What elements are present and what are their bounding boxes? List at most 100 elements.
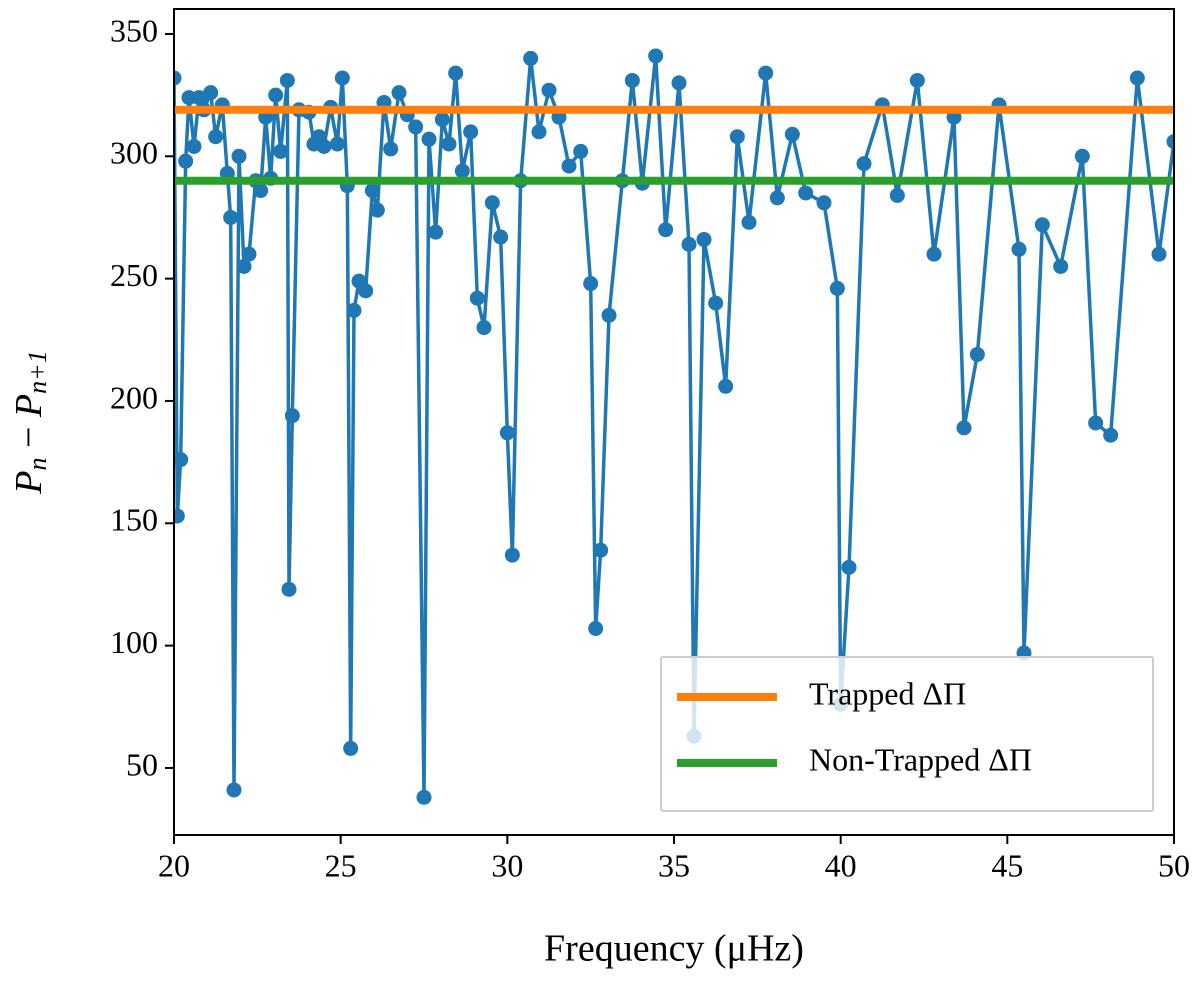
data-point xyxy=(268,87,284,103)
data-point xyxy=(593,542,609,558)
data-point xyxy=(658,222,674,238)
data-point xyxy=(316,139,332,155)
data-point xyxy=(441,136,457,152)
data-point xyxy=(364,183,380,199)
data-point xyxy=(1011,241,1027,257)
x-tick-label: 25 xyxy=(325,847,357,883)
data-point xyxy=(329,136,345,152)
data-point xyxy=(969,346,985,362)
data-point xyxy=(174,452,189,468)
x-tick-label: 50 xyxy=(1158,847,1190,883)
data-point xyxy=(174,70,182,86)
y-tick-label: 150 xyxy=(110,502,158,538)
data-point xyxy=(681,236,697,252)
data-point xyxy=(253,183,269,199)
x-tick-label: 20 xyxy=(158,847,190,883)
y-tick-label: 300 xyxy=(110,135,158,171)
data-point xyxy=(926,246,942,262)
data-point xyxy=(454,163,470,179)
data-point xyxy=(226,782,242,798)
y-tick-label: 250 xyxy=(110,257,158,293)
data-point xyxy=(408,119,424,135)
data-point xyxy=(186,139,202,155)
y-label-part: n xyxy=(23,457,52,470)
x-tick-label: 40 xyxy=(825,847,857,883)
data-point xyxy=(191,90,207,106)
data-point xyxy=(696,231,712,247)
data-point xyxy=(1053,258,1069,274)
y-label-part: P xyxy=(8,394,50,418)
y-axis-label: Pn − Pn+1 xyxy=(8,350,52,494)
data-point xyxy=(573,143,589,159)
data-point xyxy=(671,75,687,91)
data-point xyxy=(784,126,800,142)
y-tick-label: 350 xyxy=(110,12,158,48)
data-point xyxy=(648,48,664,64)
y-label-part: n+1 xyxy=(23,350,52,394)
data-point xyxy=(1034,217,1050,233)
data-point xyxy=(729,129,745,145)
data-point xyxy=(624,72,640,88)
data-point xyxy=(334,70,350,86)
y-tick-label: 200 xyxy=(110,379,158,415)
data-point xyxy=(203,85,219,101)
data-point xyxy=(499,425,515,441)
data-point xyxy=(769,190,785,206)
data-point xyxy=(741,214,757,230)
data-point xyxy=(241,246,257,262)
data-point xyxy=(523,50,539,66)
data-point xyxy=(236,258,252,274)
data-point xyxy=(346,302,362,318)
x-tick-label: 35 xyxy=(658,847,690,883)
data-point xyxy=(561,158,577,174)
data-point xyxy=(718,378,734,394)
data-point xyxy=(708,295,724,311)
x-tick-label: 45 xyxy=(991,847,1023,883)
data-point xyxy=(434,112,450,128)
data-point xyxy=(391,85,407,101)
data-point xyxy=(1129,70,1145,86)
legend-label: Non-Trapped ΔΠ xyxy=(809,741,1032,777)
data-point xyxy=(343,740,359,756)
y-label-part: − xyxy=(8,417,50,457)
data-point xyxy=(541,82,557,98)
data-point xyxy=(909,72,925,88)
y-tick-label: 50 xyxy=(126,746,158,782)
data-point xyxy=(273,143,289,159)
y-label-part: P xyxy=(8,470,50,494)
data-point xyxy=(758,65,774,81)
data-point xyxy=(383,141,399,157)
data-point xyxy=(1074,148,1090,164)
data-point xyxy=(493,229,509,245)
data-point xyxy=(208,129,224,145)
data-point xyxy=(583,276,599,292)
data-point xyxy=(889,187,905,203)
data-point xyxy=(428,224,444,240)
data-point xyxy=(369,202,385,218)
data-point xyxy=(284,408,300,424)
data-point xyxy=(174,508,185,524)
data-point xyxy=(416,789,432,805)
data-point xyxy=(476,320,492,336)
data-point xyxy=(1103,427,1119,443)
data-point xyxy=(1088,415,1104,431)
data-point xyxy=(281,581,297,597)
plot-area xyxy=(174,48,1174,805)
plot-frame xyxy=(173,8,1175,836)
data-point xyxy=(223,209,239,225)
data-point xyxy=(504,547,520,563)
data-point xyxy=(469,290,485,306)
data-point xyxy=(1166,134,1174,150)
data-point xyxy=(956,420,972,436)
data-point xyxy=(484,195,500,211)
legend-label: Trapped ΔΠ xyxy=(809,675,966,711)
data-point xyxy=(421,131,437,147)
data-point xyxy=(358,283,374,299)
data-point xyxy=(531,124,547,140)
data-point xyxy=(841,559,857,575)
data-point xyxy=(588,621,604,636)
data-point xyxy=(463,124,479,140)
x-axis-label: Frequency (μHz) xyxy=(544,928,804,970)
data-point xyxy=(178,153,194,169)
